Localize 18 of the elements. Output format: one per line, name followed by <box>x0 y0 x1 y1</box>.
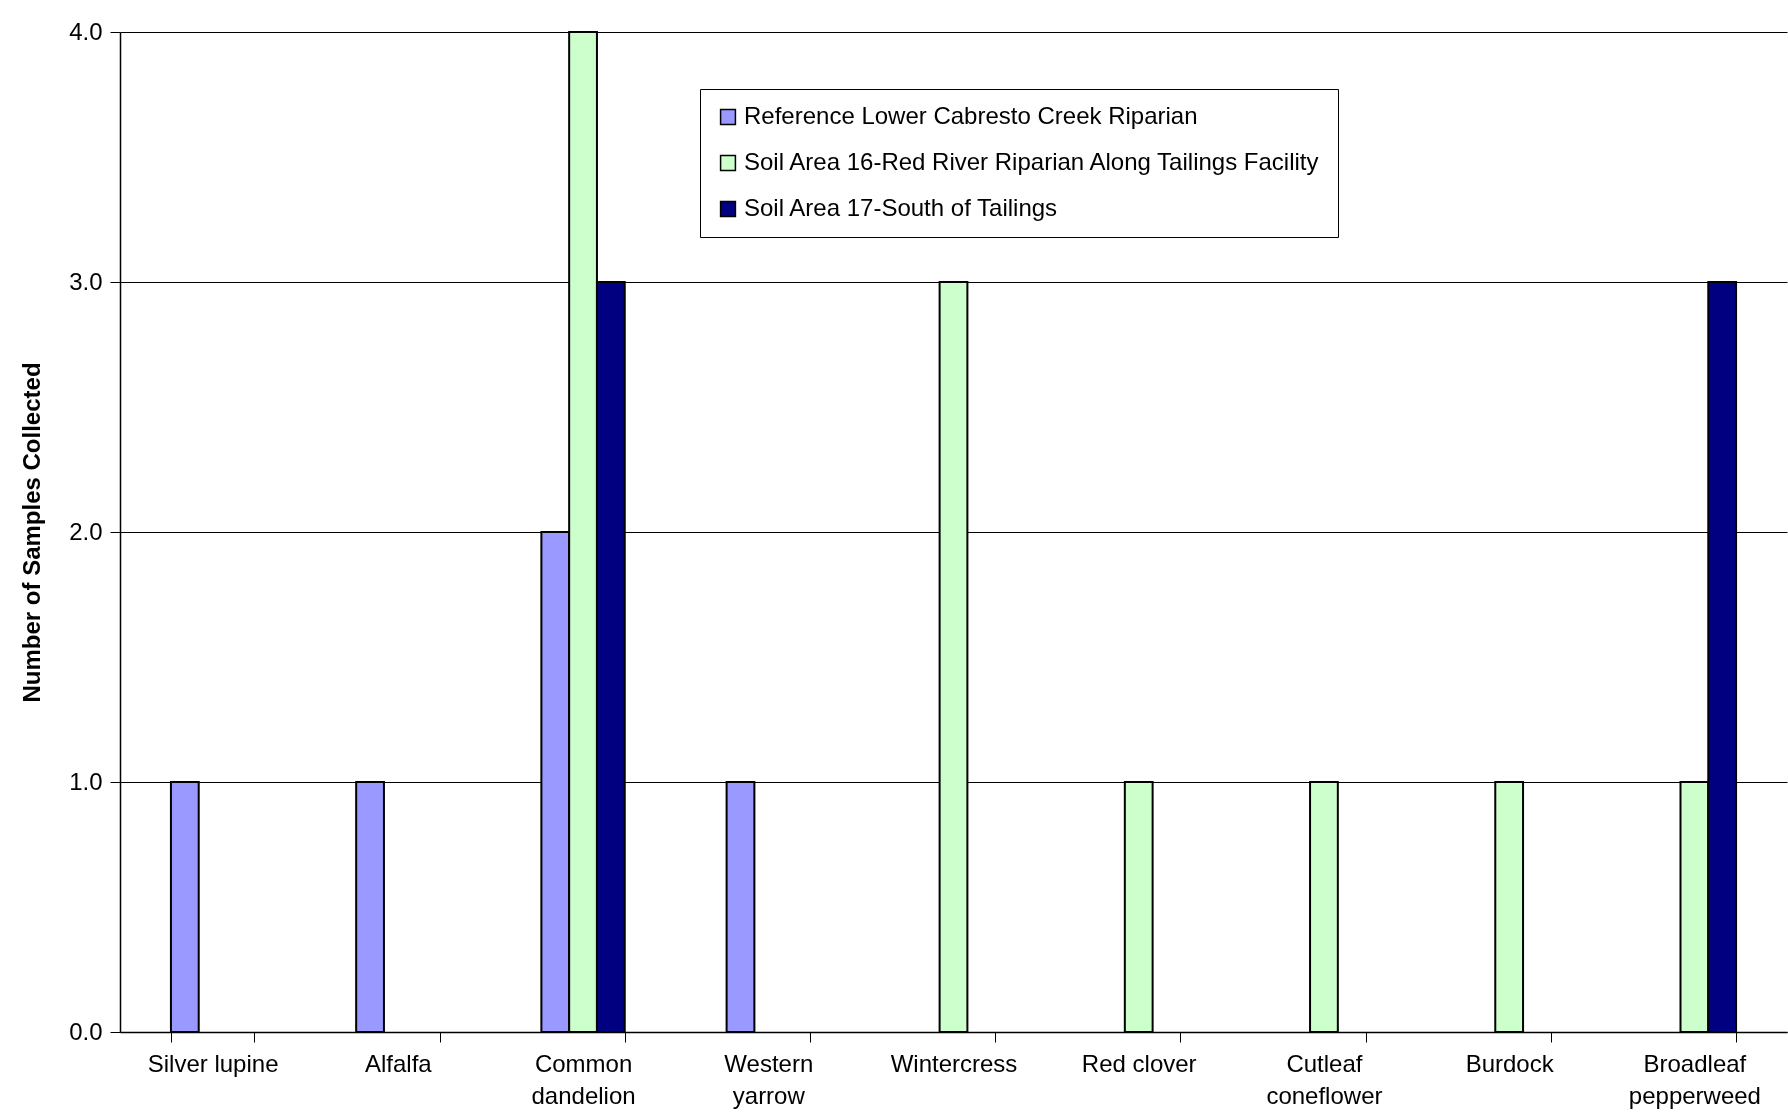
legend-label: Soil Area 16-Red River Riparian Along Tailings Facility <box>744 148 1319 175</box>
x-tick-label: Red clover <box>1081 1049 1197 1077</box>
x-tick-label: Cutleaf coneflower <box>1266 1049 1383 1109</box>
y-tick-label: 1.0 <box>69 767 103 795</box>
x-tick-label: Alfalfa <box>364 1049 433 1077</box>
y-tick-label: 0.0 <box>69 1017 103 1045</box>
x-tick-label: Silver lupine <box>147 1049 279 1077</box>
y-axis-title: Number of Samples Collected <box>18 362 46 703</box>
y-tick-label: 2.0 <box>69 517 103 545</box>
x-tick-label: Common dandelion <box>531 1049 636 1109</box>
legend-label: Reference Lower Cabresto Creek Riparian <box>744 102 1198 129</box>
x-tick-label: Wintercress <box>890 1049 1018 1077</box>
x-tick-label: Burdock <box>1465 1049 1555 1077</box>
x-tick-label: Broadleaf pepperweed <box>1628 1049 1761 1109</box>
legend-label: Soil Area 17-South of Tailings <box>744 194 1058 221</box>
y-tick-label: 4.0 <box>69 17 103 45</box>
y-tick-label: 3.0 <box>69 267 103 295</box>
x-tick-label: Western yarrow <box>724 1049 814 1109</box>
